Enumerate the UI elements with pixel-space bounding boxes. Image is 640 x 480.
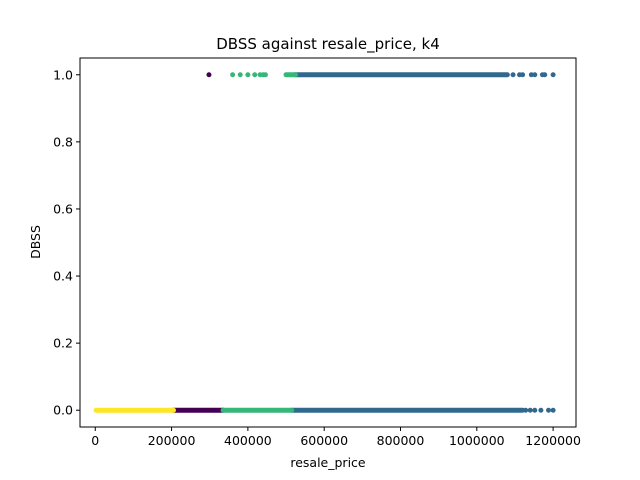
data-point-series-1-2 <box>532 407 538 413</box>
data-point-series-1-1 <box>527 407 533 413</box>
data-point-series-1-9 <box>528 72 534 78</box>
data-point-series-0-0 <box>206 72 212 78</box>
data-point-series-2-1 <box>237 72 243 78</box>
x-axis-ticks: 0 200000 400000 600000 800000 1000000 1200000 <box>91 427 581 448</box>
x-axis-label: resale_price <box>290 455 366 470</box>
y-axis-label: DBSS <box>28 225 43 259</box>
data-point-series-2-3 <box>252 72 258 78</box>
data-point-series-1-4 <box>546 407 552 413</box>
x-tick-label: 800000 <box>377 433 425 448</box>
series-0 <box>170 72 226 413</box>
data-point-series-2-0 <box>230 72 236 78</box>
data-point-series-1-3 <box>538 407 544 413</box>
y-tick-label: 0.4 <box>53 269 73 284</box>
x-tick-label: 1200000 <box>525 433 581 448</box>
series-1 <box>289 72 556 413</box>
series-2 <box>220 72 299 413</box>
y-tick-label: 0.0 <box>53 403 73 418</box>
data-points <box>93 72 556 413</box>
y-tick-label: 0.2 <box>53 336 73 351</box>
data-point-series-1-6 <box>510 72 516 78</box>
data-point-series-1-13 <box>550 72 556 78</box>
data-point-series-1-12 <box>542 72 548 78</box>
x-tick-label: 400000 <box>224 433 272 448</box>
data-point-series-1-5 <box>550 407 556 413</box>
data-point-series-2-2 <box>245 72 251 78</box>
x-tick-label: 0 <box>91 433 99 448</box>
y-tick-label: 1.0 <box>53 67 73 82</box>
y-tick-label: 0.8 <box>53 134 73 149</box>
y-axis-ticks: 0.0 0.2 0.4 0.6 0.8 1.0 <box>53 67 80 418</box>
x-tick-label: 1000000 <box>449 433 505 448</box>
data-point-series-1-8 <box>520 72 526 78</box>
x-tick-label: 600000 <box>300 433 348 448</box>
data-point-series-1-0 <box>523 407 529 413</box>
plot-frame <box>79 57 577 428</box>
data-point-series-2-6 <box>262 72 268 78</box>
chart-title: DBSS against resale_price, k4 <box>216 35 440 54</box>
data-point-series-1-10 <box>532 72 538 78</box>
x-tick-label: 200000 <box>148 433 196 448</box>
y-tick-label: 0.6 <box>53 201 73 216</box>
